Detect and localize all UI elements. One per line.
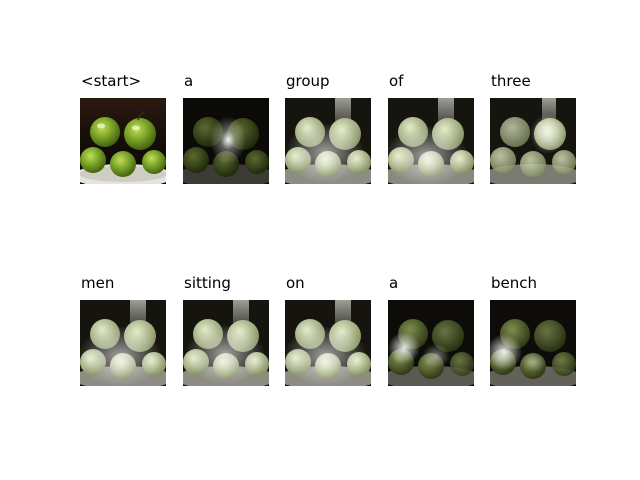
caption-word: <start> bbox=[81, 72, 142, 90]
caption-word: bench bbox=[491, 274, 538, 292]
attention-map bbox=[388, 98, 474, 184]
caption-word: group bbox=[286, 72, 330, 90]
attention-map bbox=[285, 98, 371, 184]
attention-map-image bbox=[80, 300, 166, 386]
attention-map bbox=[80, 300, 166, 386]
apple-photo bbox=[80, 98, 166, 184]
attention-map-image bbox=[285, 300, 371, 386]
attention-map-image bbox=[388, 98, 474, 184]
caption-word: men bbox=[81, 274, 115, 292]
caption-word: on bbox=[286, 274, 305, 292]
attention-map-image bbox=[183, 300, 269, 386]
attention-map bbox=[183, 98, 269, 184]
attention-map-image bbox=[388, 300, 474, 386]
attention-map bbox=[388, 300, 474, 386]
attention-map-image bbox=[183, 98, 269, 184]
apple-photo-image bbox=[80, 98, 166, 184]
attention-map-image bbox=[490, 300, 576, 386]
caption-word: of bbox=[389, 72, 404, 90]
caption-word: sitting bbox=[184, 274, 231, 292]
attention-map bbox=[285, 300, 371, 386]
caption-word: a bbox=[184, 72, 194, 90]
attention-map bbox=[183, 300, 269, 386]
attention-map-image bbox=[285, 98, 371, 184]
attention-map-image bbox=[490, 98, 576, 184]
attention-map bbox=[490, 98, 576, 184]
caption-word: a bbox=[389, 274, 399, 292]
attention-map bbox=[490, 300, 576, 386]
caption-word: three bbox=[491, 72, 531, 90]
